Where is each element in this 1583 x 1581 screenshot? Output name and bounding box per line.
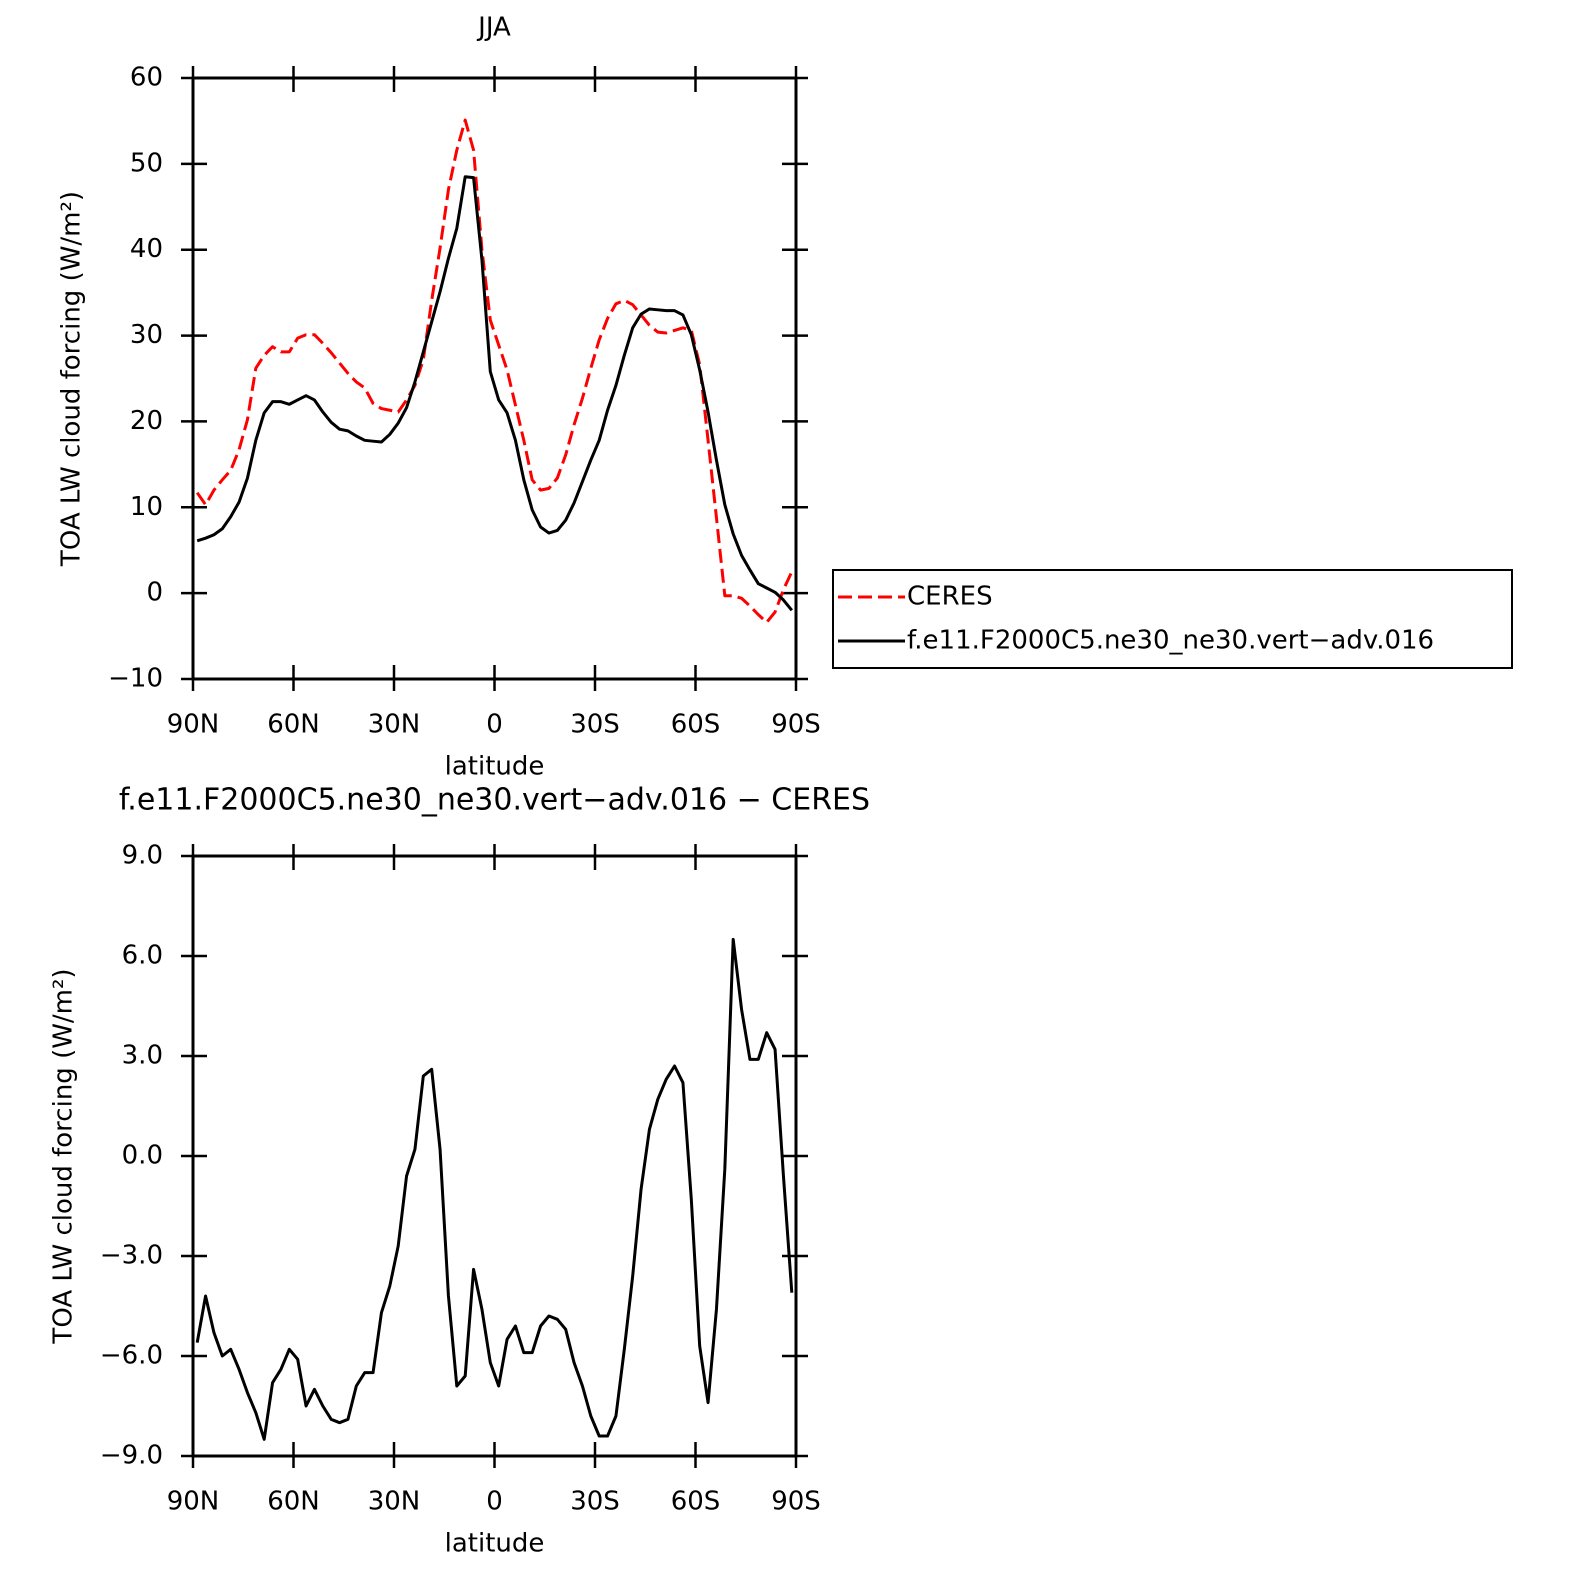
y-tick-label: 0.0 <box>122 1141 163 1171</box>
y-tick-label: −6.0 <box>100 1341 163 1371</box>
y-tick-label: 10 <box>130 492 163 522</box>
x-tick-label: 0 <box>486 1487 503 1517</box>
chart-title: f.e11.F2000C5.ne30_ne30.vert−adv.016 − C… <box>119 783 870 818</box>
series-line <box>195 118 794 624</box>
series-line <box>195 937 794 1441</box>
y-tick-label: −10 <box>108 664 163 694</box>
y-axis-label: TOA LW cloud forcing (W/m²) <box>57 191 87 567</box>
legend-label: f.e11.F2000C5.ne30_ne30.vert−adv.016 <box>907 626 1434 656</box>
x-tick-label: 90S <box>771 710 821 740</box>
x-tick-label: 60S <box>671 1487 721 1517</box>
x-tick-label: 30S <box>570 1487 620 1517</box>
y-axis-label: TOA LW cloud forcing (W/m²) <box>49 968 79 1344</box>
y-tick-label: −3.0 <box>100 1241 163 1271</box>
y-tick-label: −9.0 <box>100 1441 163 1471</box>
x-tick-label: 90S <box>771 1487 821 1517</box>
y-tick-label: 0 <box>146 578 163 608</box>
x-tick-label: 60N <box>267 710 320 740</box>
x-tick-label: 0 <box>486 710 503 740</box>
x-tick-label: 90N <box>167 1487 220 1517</box>
y-tick-label: 9.0 <box>122 841 163 871</box>
x-tick-label: 30N <box>368 1487 421 1517</box>
chart-title: JJA <box>476 13 511 43</box>
y-tick-label: 30 <box>130 320 163 350</box>
x-tick-label: 90N <box>167 710 220 740</box>
x-tick-label: 60N <box>267 1487 320 1517</box>
plot-frame <box>191 76 798 681</box>
y-tick-label: 3.0 <box>122 1041 163 1071</box>
y-tick-label: 50 <box>130 148 163 178</box>
x-axis-label: latitude <box>445 752 545 782</box>
legend-box <box>832 569 1513 669</box>
y-tick-label: 40 <box>130 234 163 264</box>
plot-frame <box>191 854 798 1458</box>
legend-label: CERES <box>907 582 993 612</box>
y-tick-label: 6.0 <box>122 941 163 971</box>
x-tick-label: 30N <box>368 710 421 740</box>
x-axis-label: latitude <box>445 1529 545 1559</box>
series-line <box>196 175 793 612</box>
y-tick-label: 60 <box>130 63 163 93</box>
y-tick-label: 20 <box>130 406 163 436</box>
x-tick-label: 30S <box>570 710 620 740</box>
x-tick-label: 60S <box>671 710 721 740</box>
